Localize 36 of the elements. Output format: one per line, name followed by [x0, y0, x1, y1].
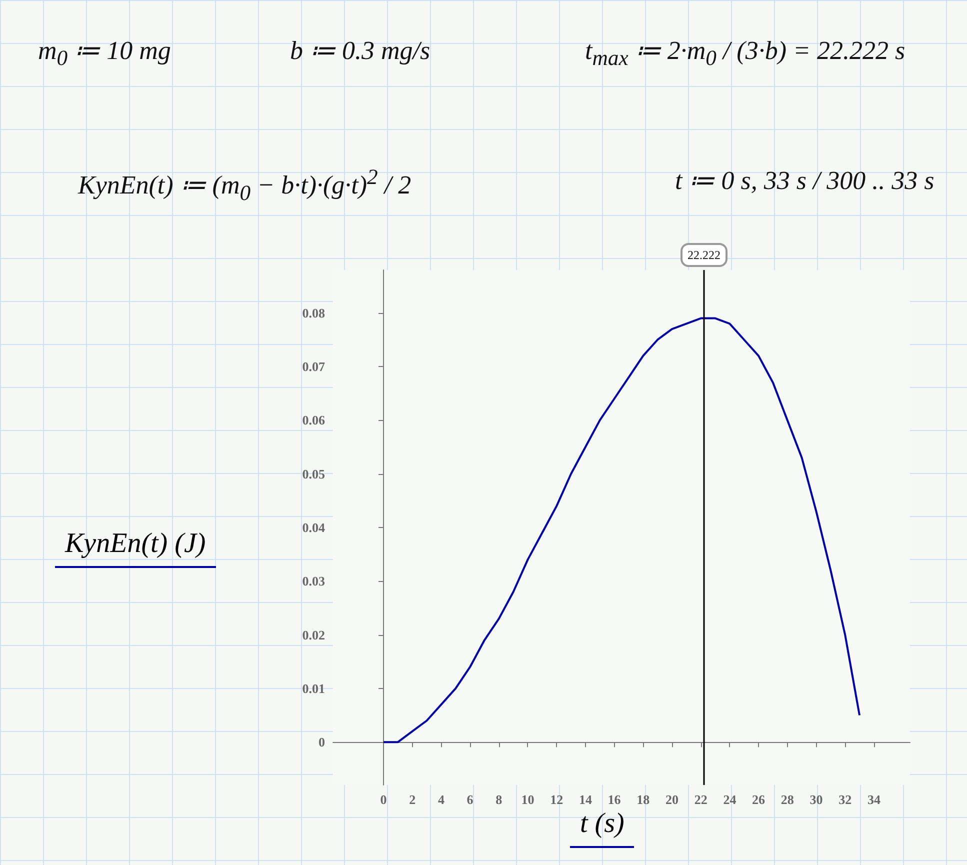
- x-axis-title: t (s): [570, 808, 634, 848]
- y-tick-label: 0.07: [302, 359, 326, 374]
- text: t$_{max}$ ≔ 2·m$_{0}$ / (3·b) = 22.222 s: [585, 35, 906, 72]
- x-tick-label: 32: [838, 792, 852, 807]
- x-tick-label: 22: [694, 792, 708, 807]
- y-tick-label: 0.05: [302, 466, 326, 482]
- x-tick-label: 30: [810, 792, 823, 807]
- y-tick-label: 0.08: [302, 305, 326, 320]
- x-tick-label: 2: [409, 792, 416, 807]
- text: b ≔ 0.3 mg/s: [290, 35, 430, 66]
- x-tick-label: 4: [438, 792, 445, 807]
- ref-line-label: 22.222: [688, 248, 721, 262]
- text: m$_{0}$ ≔ 10 mg: [38, 35, 171, 72]
- x-tick-label: 14: [578, 792, 592, 807]
- y-tick-label: 0.03: [302, 574, 326, 589]
- x-tick-label: 24: [723, 792, 737, 807]
- x-tick-label: 12: [550, 792, 564, 807]
- text: t ≔ 0 s, 33 s / 300 .. 33 s: [675, 165, 934, 196]
- x-tick-label: 6: [466, 792, 474, 807]
- x-tick-label: 0: [380, 792, 387, 807]
- y-axis-title: KynEn(t) (J): [55, 528, 216, 568]
- y-tick-label: 0.01: [302, 680, 325, 696]
- x-tick-label: 26: [752, 792, 766, 807]
- y-tick-label: 0: [318, 734, 325, 750]
- y-tick-label: 0.02: [302, 627, 325, 642]
- x-tick-label: 8: [496, 792, 503, 807]
- x-tick-label: 20: [665, 792, 678, 807]
- line-series: [382, 317, 861, 744]
- y-tick-label: 0.06: [302, 412, 326, 428]
- x-tick-label: 28: [780, 792, 794, 807]
- x-tick-label: 34: [867, 792, 881, 807]
- y-tick-label: 0.04: [302, 520, 326, 535]
- x-tick-label: 10: [521, 792, 534, 807]
- x-tick-label: 18: [636, 792, 650, 807]
- x-tick-label: 16: [608, 792, 622, 807]
- text: KynEn(t) ≔ (m$_{0}$ − b·t)·(g·t)$^{2}$ / 2: [78, 165, 412, 206]
